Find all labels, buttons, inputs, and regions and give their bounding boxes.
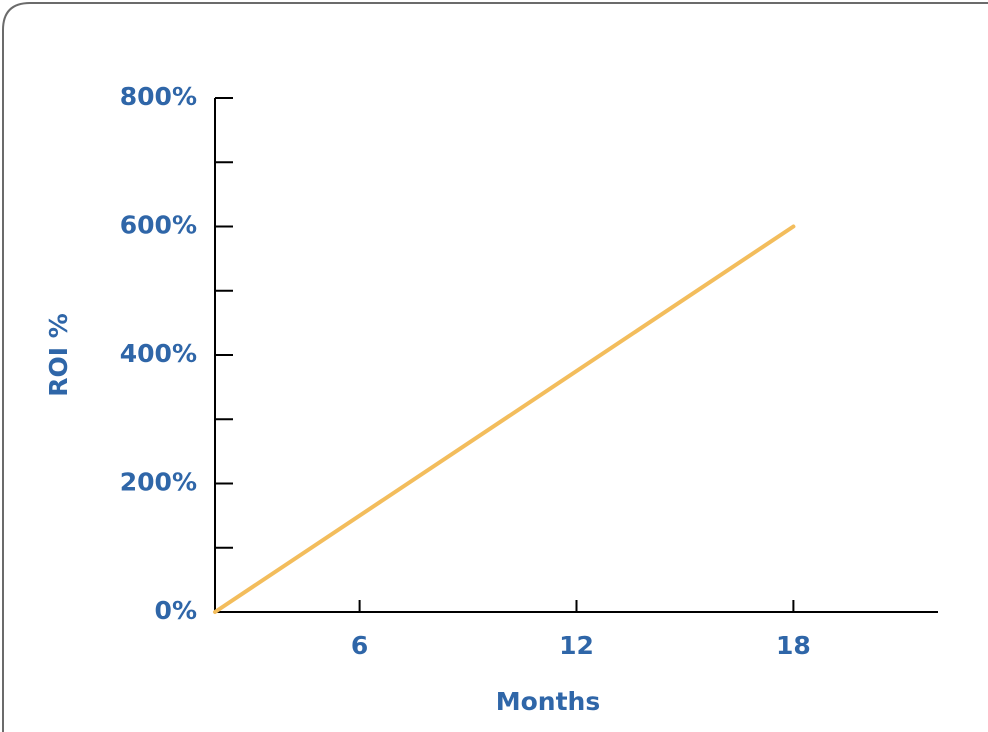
y-tick-label: 400% [120, 339, 197, 368]
x-tick-label: 12 [559, 631, 594, 660]
x-axis-label: Months [496, 687, 600, 716]
data-line [213, 224, 796, 614]
x-tick-label: 6 [351, 631, 368, 660]
y-tick-label: 800% [120, 82, 197, 111]
x-tick-label: 18 [776, 631, 811, 660]
y-tick-label: 0% [155, 596, 197, 625]
y-tick-label: 600% [120, 211, 197, 240]
y-axis-label: ROI % [44, 313, 73, 397]
y-tick-label: 200% [120, 468, 197, 497]
